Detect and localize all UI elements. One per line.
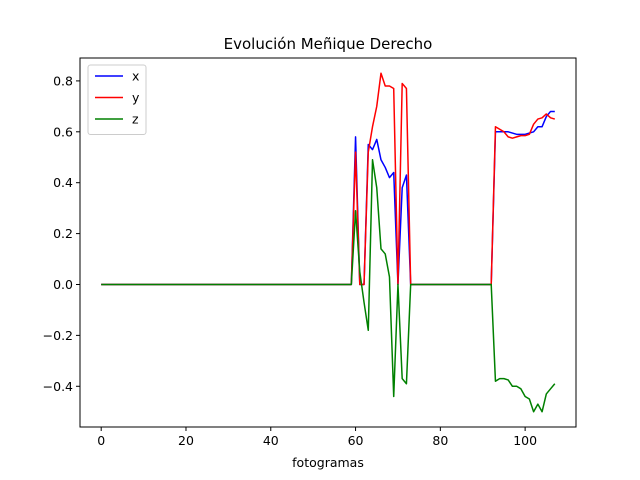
series-line-z <box>101 159 556 413</box>
y-tick-label: 0.4 <box>53 175 73 190</box>
x-tick-label: 0 <box>97 433 105 448</box>
y-tick-label: 0.8 <box>53 73 73 88</box>
axes: 0 20 40 60 80 100 −0.4 −0.2 0.0 0.2 0.4 0.6 0.8 <box>43 73 537 448</box>
x-tick-label: 60 <box>348 433 364 448</box>
legend-label-z: z <box>132 112 139 127</box>
y-tick-label: 0.2 <box>53 226 73 241</box>
legend-label-x: x <box>132 69 139 84</box>
x-tick-label: 100 <box>513 433 537 448</box>
y-tick-label: 0.0 <box>53 277 73 292</box>
legend: xyz <box>87 64 147 135</box>
legend-box <box>87 64 147 135</box>
chart-title: Evolución Meñique Derecho <box>224 35 433 53</box>
plot-frame <box>79 57 577 428</box>
x-tick-label: 20 <box>178 433 194 448</box>
y-tick-label: 0.6 <box>53 124 73 139</box>
series-lines <box>101 72 556 413</box>
x-axis-label: fotogramas <box>292 455 364 470</box>
y-tick-label: −0.4 <box>43 379 73 394</box>
x-tick-label: 40 <box>263 433 279 448</box>
x-tick-label: 80 <box>432 433 448 448</box>
legend-label-y: y <box>132 90 140 105</box>
y-tick-label: −0.2 <box>43 328 73 343</box>
